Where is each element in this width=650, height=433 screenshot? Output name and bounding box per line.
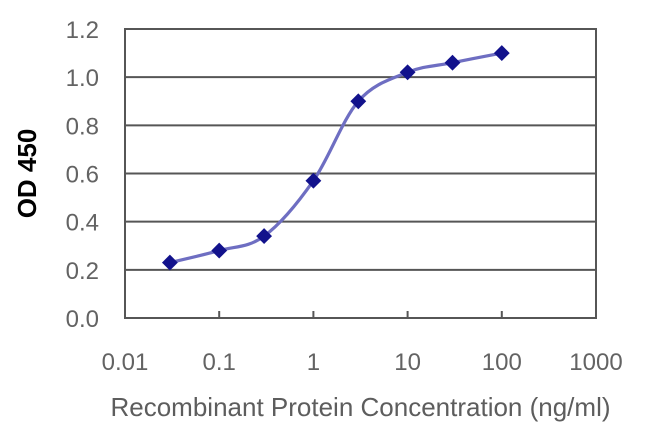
x-tick-label: 0.1 (203, 349, 236, 376)
y-axis-title: OD 450 (12, 129, 42, 219)
data-point-marker (444, 54, 461, 71)
x-tick-label: 1000 (569, 349, 622, 376)
y-tick-label: 0.2 (66, 258, 99, 285)
x-tick-label: 100 (482, 349, 522, 376)
data-point-marker (211, 242, 228, 259)
plot-frame (124, 28, 597, 319)
data-point-marker (161, 254, 178, 271)
data-point-marker (493, 45, 510, 62)
y-tick-label: 0.6 (66, 162, 99, 189)
y-tick-label: 0.4 (66, 210, 99, 237)
x-axis-title: Recombinant Protein Concentration (ng/ml… (110, 392, 610, 422)
y-tick-label: 1.2 (66, 17, 99, 44)
y-tick-label: 1.0 (66, 65, 99, 92)
x-tick-label: 1 (307, 349, 320, 376)
y-tick-label: 0.8 (66, 113, 99, 140)
x-tick-label: 10 (394, 349, 421, 376)
x-tick-label: 0.01 (102, 349, 149, 376)
y-tick-label: 0.0 (66, 306, 99, 333)
series-line (168, 51, 504, 265)
